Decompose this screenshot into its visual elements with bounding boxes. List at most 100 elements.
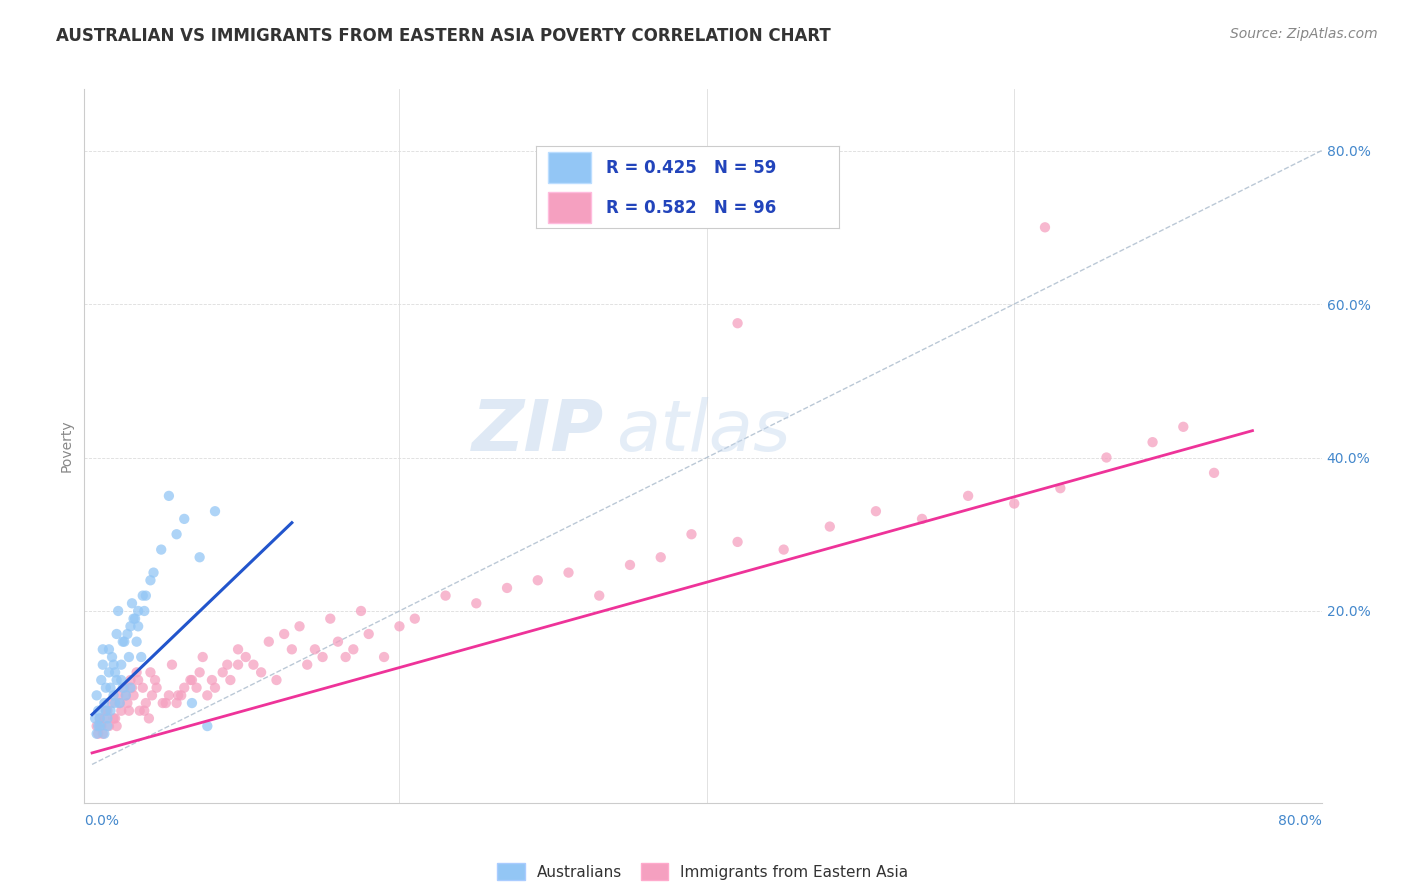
Point [145, 681, 167, 695]
Point [160, 657, 183, 672]
Point [105, 627, 128, 641]
Point [112, 634, 135, 648]
Point [342, 642, 364, 657]
Point [650, 550, 672, 565]
Point [110, 673, 132, 687]
Point [188, 550, 211, 565]
Point [135, 696, 157, 710]
Point [157, 689, 180, 703]
Point [226, 657, 249, 672]
Point [134, 604, 156, 618]
Point [107, 604, 129, 618]
Point [186, 681, 208, 695]
Point [357, 627, 380, 641]
Point [94, 704, 117, 718]
Text: atlas: atlas [616, 397, 792, 467]
Point [142, 566, 165, 580]
Point [588, 589, 610, 603]
Point [170, 689, 193, 703]
Point [865, 504, 887, 518]
Point [235, 650, 257, 665]
Point [89, 719, 111, 733]
Text: AUSTRALIAN VS IMMIGRANTS FROM EASTERN ASIA POVERTY CORRELATION CHART: AUSTRALIAN VS IMMIGRANTS FROM EASTERN AS… [56, 27, 831, 45]
Point [120, 681, 142, 695]
Point [166, 696, 188, 710]
Point [181, 673, 204, 687]
Point [117, 627, 139, 641]
Legend: Australians, Immigrants from Eastern Asia: Australians, Immigrants from Eastern Asi… [489, 855, 917, 888]
Point [1002, 497, 1025, 511]
Point [288, 619, 311, 633]
Point [138, 711, 160, 725]
Point [134, 704, 156, 718]
Point [434, 589, 457, 603]
Point [118, 650, 141, 665]
Point [201, 673, 224, 687]
Point [115, 689, 138, 703]
Point [94, 704, 117, 718]
Point [91, 657, 114, 672]
Point [326, 634, 349, 648]
Point [86, 689, 108, 703]
Point [111, 681, 134, 695]
Point [122, 689, 145, 703]
Point [101, 650, 124, 665]
Point [173, 512, 195, 526]
Point [90, 719, 112, 733]
Point [132, 681, 155, 695]
Point [104, 711, 127, 725]
Point [195, 689, 218, 703]
Point [250, 665, 273, 680]
Point [121, 596, 143, 610]
Point [132, 589, 155, 603]
Point [388, 619, 411, 633]
Point [173, 681, 195, 695]
Point [135, 589, 157, 603]
Point [335, 650, 357, 665]
Point [125, 665, 148, 680]
Text: ZIP: ZIP [472, 397, 605, 467]
Point [226, 642, 249, 657]
Point [93, 696, 115, 710]
Point [86, 727, 108, 741]
Point [1202, 466, 1225, 480]
Point [1049, 481, 1071, 495]
Point [124, 612, 146, 626]
Point [97, 665, 120, 680]
Point [96, 719, 118, 733]
Point [93, 727, 115, 741]
Point [87, 727, 110, 741]
Point [129, 650, 152, 665]
Point [104, 665, 127, 680]
Point [139, 574, 162, 588]
Point [257, 634, 280, 648]
Point [155, 696, 177, 710]
Point [304, 642, 326, 657]
Point [242, 657, 264, 672]
Point [111, 634, 134, 648]
Point [273, 627, 295, 641]
Point [89, 711, 111, 725]
Point [150, 542, 173, 557]
Point [115, 689, 138, 703]
Point [139, 665, 162, 680]
Point [217, 657, 239, 672]
Point [127, 673, 149, 687]
Point [107, 689, 129, 703]
Point [496, 581, 519, 595]
Point [121, 681, 143, 695]
Point [166, 527, 188, 541]
Point [108, 696, 131, 710]
Y-axis label: Poverty: Poverty [59, 420, 73, 472]
Text: 0.0%: 0.0% [84, 814, 120, 829]
Point [281, 642, 304, 657]
Point [373, 650, 395, 665]
Point [120, 619, 142, 633]
Point [97, 642, 120, 657]
Text: 80.0%: 80.0% [1278, 814, 1322, 829]
Point [103, 689, 125, 703]
Point [619, 558, 641, 572]
Point [727, 535, 749, 549]
Point [89, 711, 111, 725]
Point [1173, 419, 1195, 434]
